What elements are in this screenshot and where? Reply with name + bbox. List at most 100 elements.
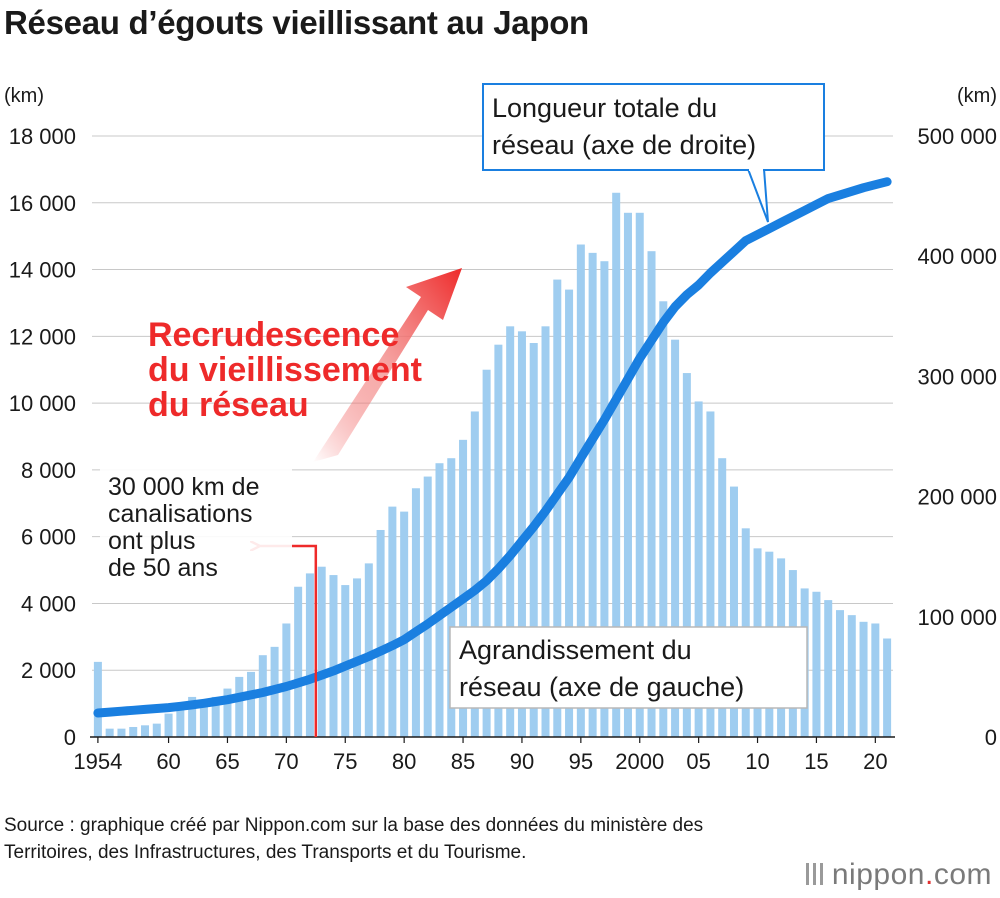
bar <box>470 411 479 737</box>
x-tick-label: 95 <box>569 749 593 774</box>
left-tick-label: 12 000 <box>9 324 76 349</box>
logo-suffix: com <box>933 858 992 891</box>
line-series <box>93 177 892 718</box>
bar <box>435 463 444 737</box>
bar-callout-text: Agrandissement du <box>459 635 692 665</box>
left-tick-label: 18 000 <box>9 124 76 149</box>
right-tick-label: 300 000 <box>917 364 997 389</box>
nippon-logo: nippon.com <box>804 858 992 892</box>
bar <box>188 696 197 737</box>
old-pipes-label-bg <box>100 466 292 592</box>
source-note: Source : graphique créé par Nippon.com s… <box>4 815 704 863</box>
right-tick-label: 100 000 <box>917 605 997 630</box>
bar <box>341 585 350 737</box>
left-tick-label: 10 000 <box>9 391 76 416</box>
x-tick-label: 2000 <box>615 749 664 774</box>
bar <box>329 575 338 737</box>
bar <box>235 676 244 737</box>
line-callout-gap <box>749 167 763 171</box>
bar <box>506 326 515 737</box>
bar <box>93 661 102 737</box>
left-tick-label: 16 000 <box>9 191 76 216</box>
bar <box>223 688 232 737</box>
bar <box>847 615 856 737</box>
bar <box>694 401 703 737</box>
bar <box>400 511 409 737</box>
trend-label: du vieillissement <box>148 351 422 389</box>
x-tick-label: 1954 <box>73 749 122 774</box>
bar <box>305 573 314 737</box>
bar-callout-text: réseau (axe de gauche) <box>459 672 744 702</box>
x-tick-label: 85 <box>451 749 475 774</box>
right-tick-label: 500 000 <box>917 124 997 149</box>
old-pipes-label: ont plus <box>108 527 196 555</box>
bar <box>647 251 656 738</box>
x-tick-label: 20 <box>863 749 887 774</box>
bar <box>600 261 609 737</box>
bar <box>282 623 291 737</box>
bar-callout-box <box>449 626 808 709</box>
bar <box>835 610 844 737</box>
line-callout-box <box>482 83 825 171</box>
left-tick-label: 4 000 <box>21 591 76 616</box>
bar <box>141 725 150 737</box>
bar <box>199 701 208 737</box>
right-tick-label: 0 <box>985 725 997 750</box>
bar <box>576 244 585 737</box>
chart-canvas: 0 2 000 4 000 6 000 8 000 10 000 12 000 14 000 1… <box>4 83 997 774</box>
bar <box>164 713 173 737</box>
left-tick-label: 14 000 <box>9 258 76 283</box>
bar <box>812 591 821 737</box>
bar <box>364 563 373 737</box>
left-tick-label: 6 000 <box>21 525 76 550</box>
bar <box>376 529 385 737</box>
bar <box>553 279 562 737</box>
x-tick-label: 70 <box>274 749 298 774</box>
bar <box>612 192 621 737</box>
x-tick-label: 90 <box>510 749 534 774</box>
bar <box>152 723 161 737</box>
x-tick-label: 80 <box>392 749 416 774</box>
old-pipes-label: 30 000 km de <box>108 473 260 501</box>
line-callout-pointer <box>747 168 769 223</box>
bar <box>659 301 668 737</box>
x-tick-label: 10 <box>745 749 769 774</box>
bar <box>423 476 432 737</box>
line-callout-text: Longueur totale du <box>492 93 717 123</box>
old-pipes-label: canalisations <box>108 500 253 528</box>
x-tick-label: 60 <box>156 749 180 774</box>
bar <box>588 252 597 737</box>
bar <box>565 289 574 737</box>
bar <box>447 458 456 737</box>
x-tick-label: 05 <box>686 749 710 774</box>
line-callout-text: réseau (axe de droite) <box>492 130 756 160</box>
bar <box>388 506 397 737</box>
logo-mark-icon <box>805 863 823 885</box>
left-tick-label: 8 000 <box>21 458 76 483</box>
bar <box>682 373 691 737</box>
logo-dot: . <box>924 858 934 891</box>
bar <box>671 339 680 737</box>
right-tick-label: 400 000 <box>917 244 997 269</box>
right-tick-label: 200 000 <box>917 485 997 510</box>
bar <box>859 621 868 737</box>
bar <box>706 411 715 737</box>
x-tick-label: 15 <box>804 749 828 774</box>
bar <box>623 212 632 738</box>
bar <box>247 671 256 737</box>
total-length-line <box>93 177 892 718</box>
bar <box>529 343 538 737</box>
bar <box>718 458 727 737</box>
bar <box>635 212 644 738</box>
bar <box>482 369 491 737</box>
bar <box>211 696 220 737</box>
bar <box>459 439 468 737</box>
bar <box>105 728 114 737</box>
x-tick-label: 65 <box>215 749 239 774</box>
left-axis-unit: (km) <box>4 85 44 107</box>
old-pipes-label: de 50 ans <box>108 554 218 582</box>
bar <box>494 344 503 737</box>
logo-main: nippon <box>831 858 925 891</box>
left-tick-label: 2 000 <box>21 658 76 683</box>
